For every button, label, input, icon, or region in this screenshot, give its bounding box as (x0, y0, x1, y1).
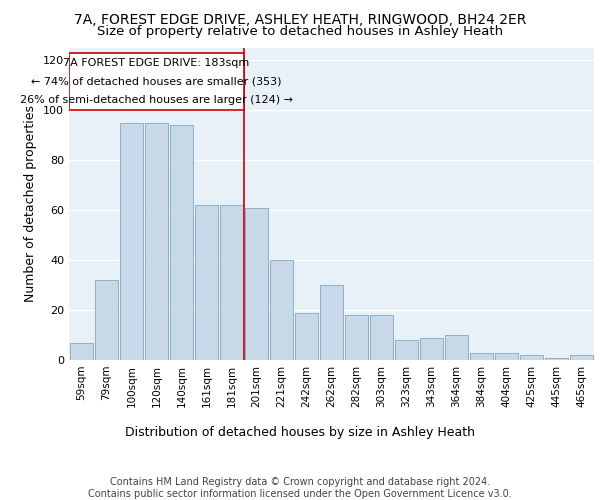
Bar (370, 315, 394, 360)
Bar (344, 315, 368, 360)
Bar (145, 122, 169, 360)
Text: 26% of semi-detached houses are larger (124) →: 26% of semi-detached houses are larger (… (20, 95, 293, 105)
Bar (295, 312, 319, 360)
Bar (95, 280, 118, 360)
Bar (545, 358, 568, 360)
Bar (569, 355, 593, 360)
Bar (470, 352, 493, 360)
Bar (119, 122, 143, 360)
Text: Size of property relative to detached houses in Ashley Heath: Size of property relative to detached ho… (97, 25, 503, 38)
Text: ← 74% of detached houses are smaller (353): ← 74% of detached houses are smaller (35… (31, 76, 282, 86)
Text: Distribution of detached houses by size in Ashley Heath: Distribution of detached houses by size … (125, 426, 475, 439)
Bar (70, 342, 94, 360)
Bar (220, 205, 244, 360)
Bar (395, 340, 418, 360)
Y-axis label: Number of detached properties: Number of detached properties (25, 106, 37, 302)
Text: 7A, FOREST EDGE DRIVE, ASHLEY HEATH, RINGWOOD, BH24 2ER: 7A, FOREST EDGE DRIVE, ASHLEY HEATH, RIN… (74, 12, 526, 26)
Bar (494, 352, 518, 360)
Text: 7A FOREST EDGE DRIVE: 183sqm: 7A FOREST EDGE DRIVE: 183sqm (64, 58, 250, 68)
Bar (170, 125, 193, 360)
Bar (269, 260, 293, 360)
Bar (520, 355, 544, 360)
Bar (245, 208, 268, 360)
Bar (194, 205, 218, 360)
Bar (320, 285, 343, 360)
Bar (445, 335, 469, 360)
Bar (69, 52, 244, 110)
Text: Contains HM Land Registry data © Crown copyright and database right 2024.
Contai: Contains HM Land Registry data © Crown c… (88, 478, 512, 499)
Bar (419, 338, 443, 360)
